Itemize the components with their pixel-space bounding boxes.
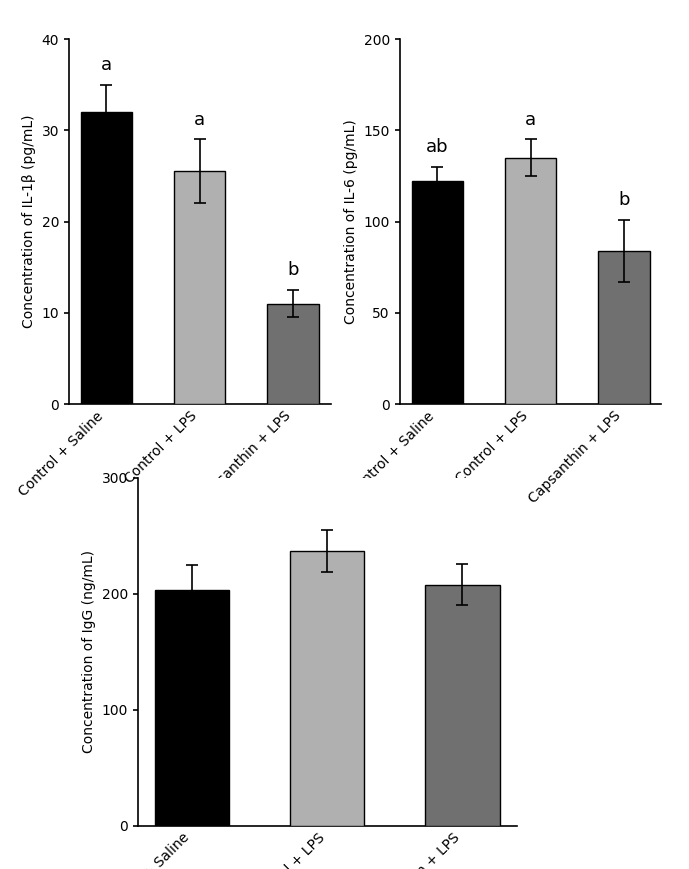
- Text: a: a: [525, 110, 536, 129]
- Y-axis label: Concentration of IgG (ng/mL): Concentration of IgG (ng/mL): [82, 550, 96, 753]
- Text: ab: ab: [426, 138, 449, 156]
- Text: b: b: [618, 191, 630, 209]
- Bar: [155, 590, 229, 826]
- Bar: [81, 112, 132, 404]
- Bar: [411, 182, 463, 404]
- Text: a: a: [194, 110, 205, 129]
- Bar: [267, 303, 319, 404]
- Text: b: b: [287, 261, 299, 279]
- Bar: [174, 171, 225, 404]
- Y-axis label: Concentration of IL-6 (pg/mL): Concentration of IL-6 (pg/mL): [344, 119, 358, 324]
- Bar: [290, 551, 364, 826]
- Bar: [598, 251, 650, 404]
- Text: a: a: [101, 56, 112, 74]
- Bar: [505, 157, 556, 404]
- Bar: [425, 585, 500, 826]
- Y-axis label: Concentration of IL-1β (pg/mL): Concentration of IL-1β (pg/mL): [22, 115, 36, 328]
